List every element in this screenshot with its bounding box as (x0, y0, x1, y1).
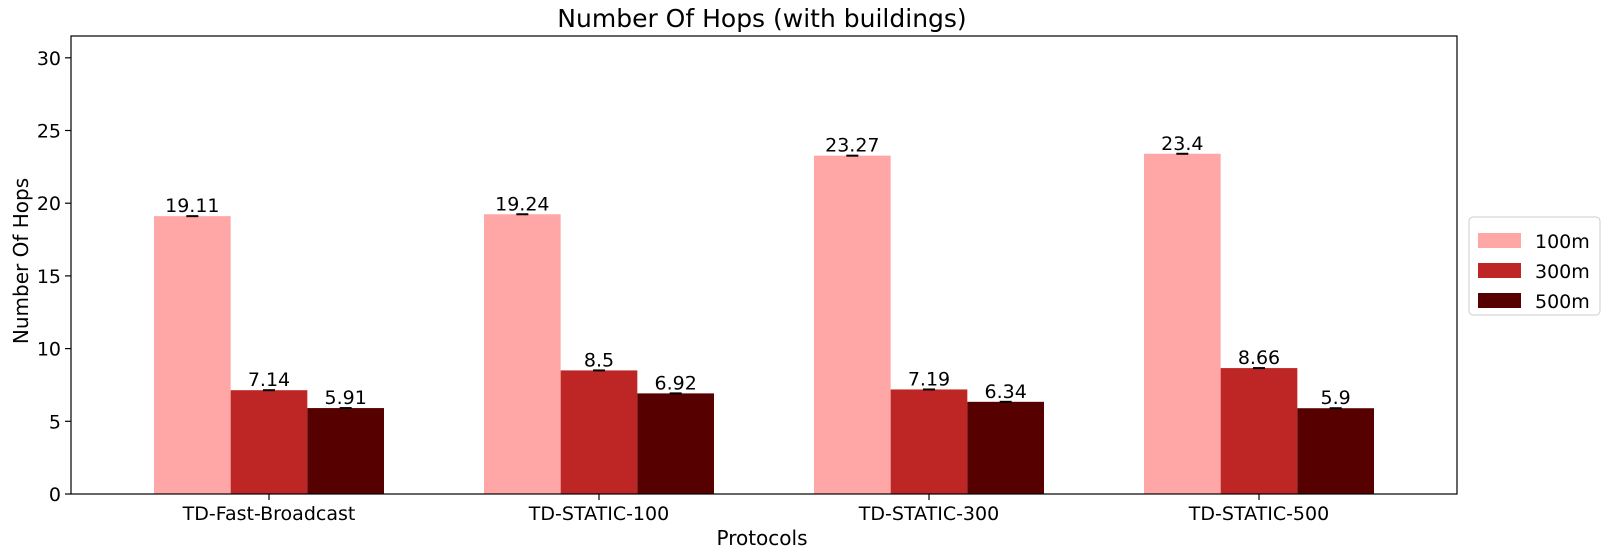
data-label: 7.14 (248, 369, 290, 391)
y-tick-label: 15 (37, 266, 61, 288)
data-label: 8.66 (1238, 347, 1280, 369)
x-tick-label: TD-Fast-Broadcast (182, 503, 356, 525)
data-label: 5.91 (325, 387, 367, 409)
chart-title: Number Of Hops (with buildings) (557, 4, 966, 33)
y-tick-label: 25 (37, 121, 61, 143)
data-label: 23.27 (825, 135, 879, 157)
legend-label: 100m (1535, 231, 1590, 253)
y-axis-label: Number Of Hops (9, 178, 33, 344)
data-label: 6.34 (985, 381, 1027, 403)
bar (1220, 368, 1298, 494)
data-label: 6.92 (655, 372, 697, 394)
legend-label: 500m (1535, 291, 1590, 313)
data-label: 8.5 (584, 349, 614, 371)
x-tick-label: TD-STATIC-100 (528, 503, 669, 525)
x-tick-label: TD-STATIC-300 (858, 503, 999, 525)
plot-frame (70, 35, 1458, 495)
bar (560, 370, 638, 494)
y-tick-label: 20 (37, 193, 61, 215)
plot-area: 19.11 7.14 5.91 19.24 8.5 6.92 23.27 7.19 6.34 23… (154, 133, 1374, 494)
legend-swatch (1478, 233, 1521, 248)
bar (1297, 408, 1374, 494)
y-tick-label: 0 (49, 484, 61, 506)
data-label: 5.9 (1321, 387, 1351, 409)
data-label: 23.4 (1161, 133, 1203, 155)
bar (307, 408, 384, 494)
bar (1144, 153, 1221, 494)
data-label: 19.24 (495, 193, 549, 215)
legend: 100m 300m 500m (1468, 216, 1601, 316)
data-label: 7.19 (908, 368, 950, 390)
bar (230, 390, 308, 494)
legend-label: 300m (1535, 261, 1590, 283)
bar (967, 401, 1044, 494)
x-axis-label: Protocols (716, 526, 807, 550)
legend-swatch (1478, 293, 1521, 308)
y-tick-label: 5 (49, 411, 61, 433)
bar (890, 389, 968, 494)
y-tick-label: 10 (37, 339, 61, 361)
bar (154, 216, 231, 494)
y-tick-label: 30 (37, 48, 61, 70)
axes: TD-Fast-Broadcast TD-STATIC-100 TD-STATIC-… (37, 35, 1458, 525)
legend-swatch (1478, 263, 1521, 278)
bar (637, 393, 714, 494)
data-label: 19.11 (165, 195, 219, 217)
bar (484, 214, 561, 494)
x-tick-label: TD-STATIC-500 (1188, 503, 1329, 525)
bar (814, 155, 891, 494)
